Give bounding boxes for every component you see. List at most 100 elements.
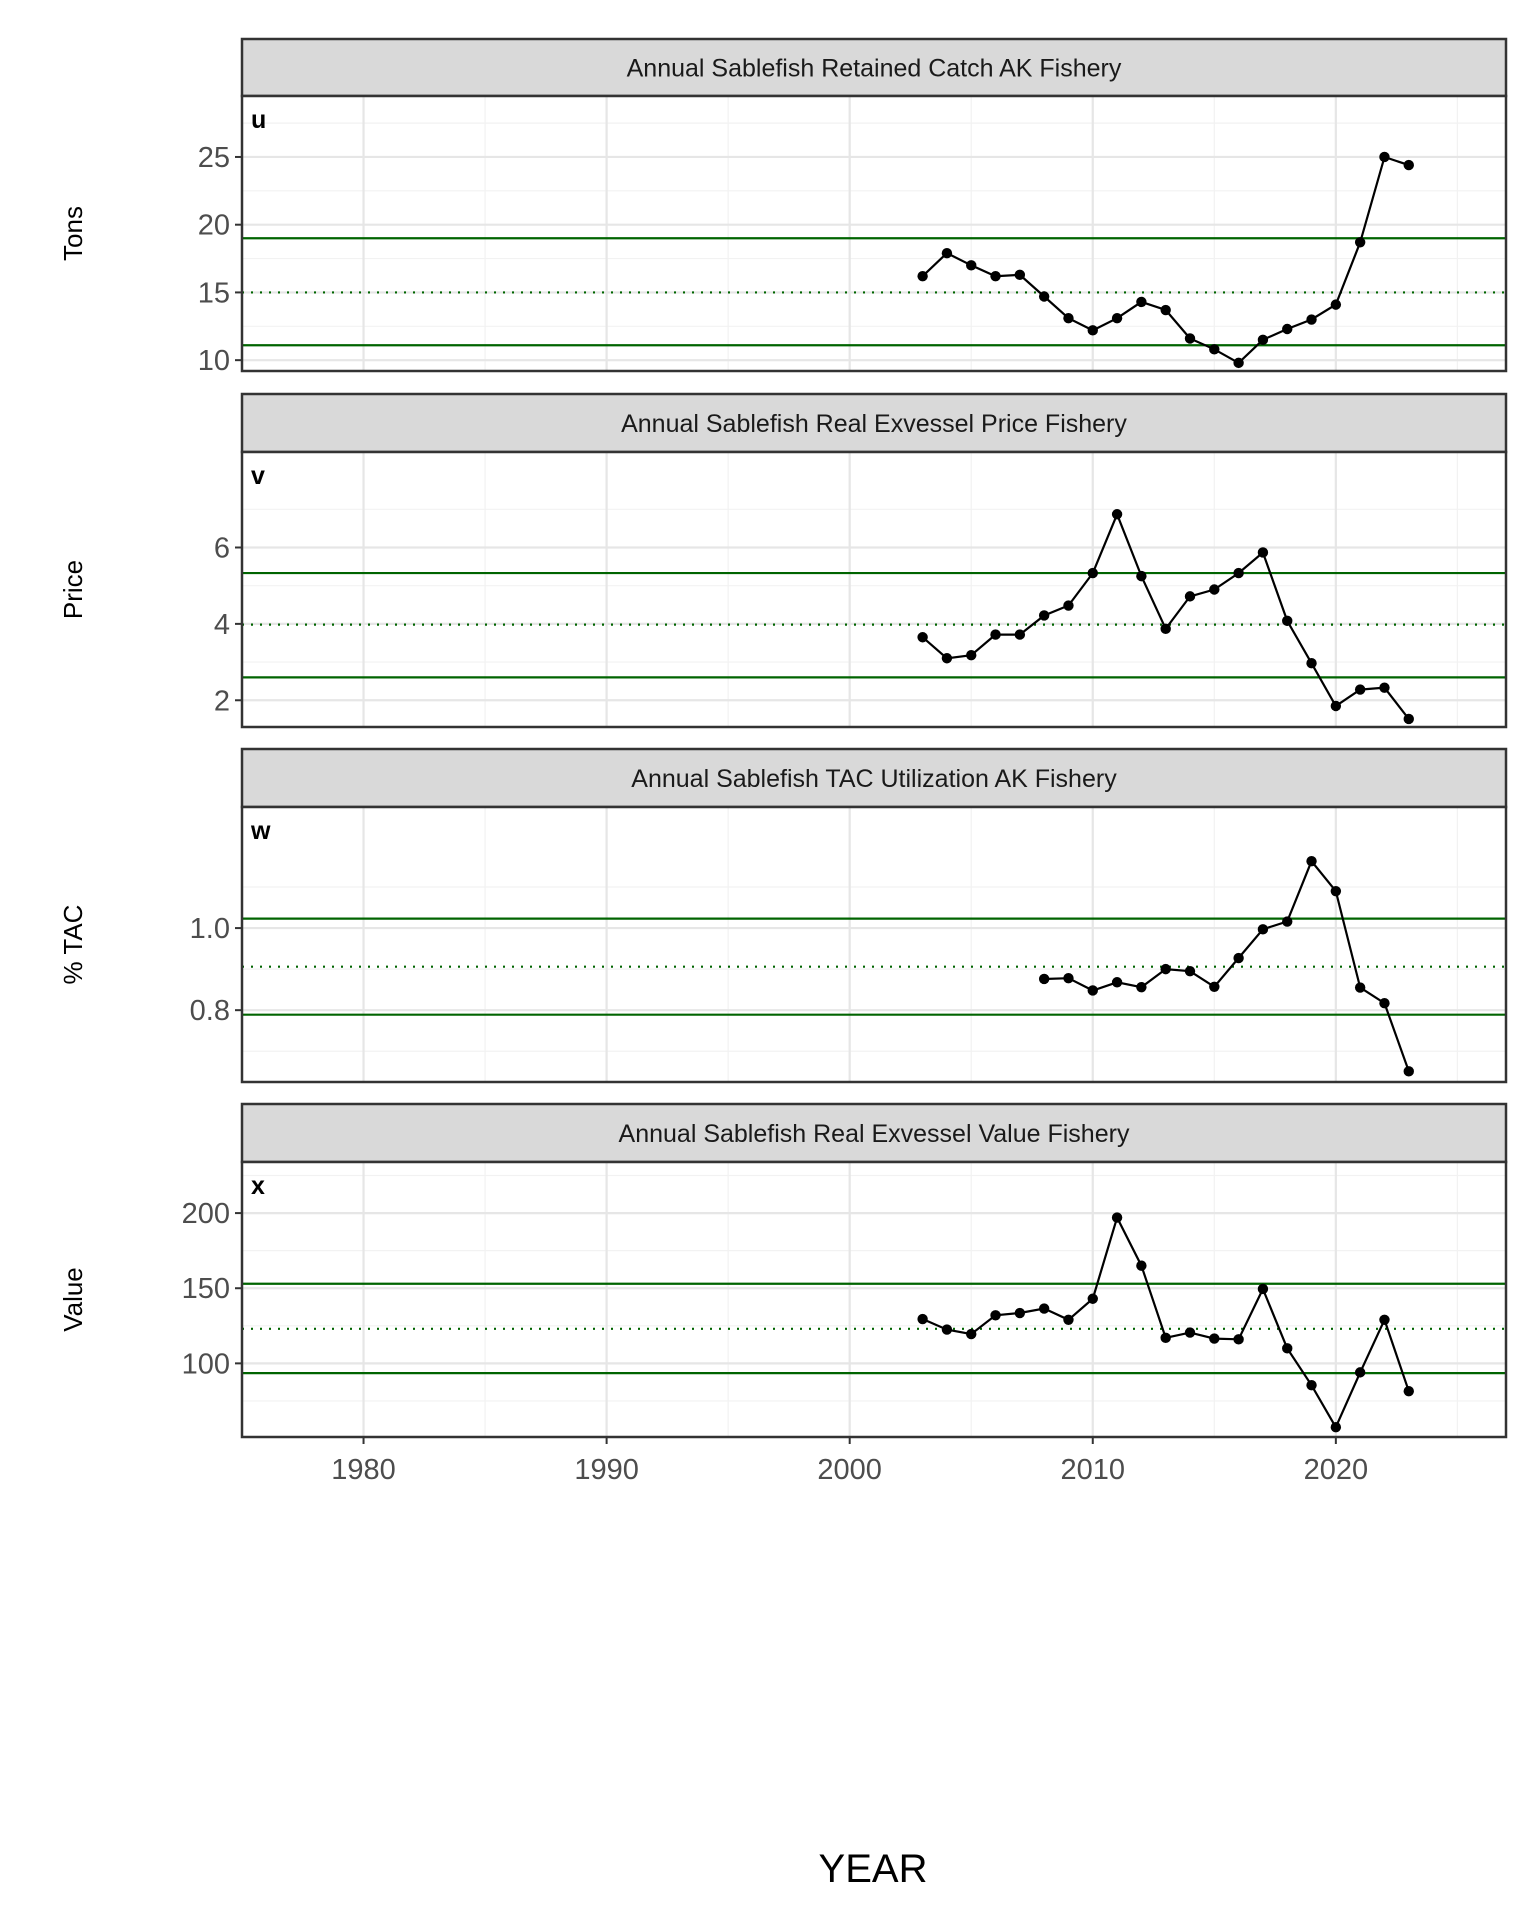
data-point [1379,997,1390,1009]
data-point [1233,357,1244,369]
data-point [1087,567,1098,579]
y-axis-label: % TAC [58,905,88,985]
data-point [1403,713,1414,725]
data-point [966,649,977,661]
data-point [1354,982,1366,993]
data-point [1330,885,1342,897]
panel-v: Annual Sablefish Real Exvessel Price Fis… [58,392,1508,729]
data-point [1111,509,1123,520]
data-point [1038,291,1050,302]
x-tick-label: 2000 [817,1454,882,1486]
data-point [1257,547,1269,558]
data-point [1136,981,1147,993]
data-point [1111,312,1123,324]
y-tick-label: 4 [214,609,230,641]
y-axis-label: Value [58,1267,88,1332]
data-point [1306,658,1317,669]
data-point [1038,1303,1050,1314]
panel-title: Annual Sablefish Real Exvessel Price Fis… [621,410,1127,438]
data-point [1257,924,1269,935]
panel-strip [240,392,1508,454]
data-point [1184,591,1196,602]
y-tick-label: 0.8 [190,995,230,1027]
data-point [1063,600,1074,611]
y-tick-label: 10 [198,345,230,377]
data-point [1063,972,1074,984]
data-point [917,1313,928,1325]
data-point [941,1324,953,1335]
panel-border [240,1160,1508,1439]
panel-title: Annual Sablefish Real Exvessel Value Fis… [619,1120,1130,1148]
y-tick-label: 200 [182,1198,230,1230]
data-point [990,629,1001,640]
data-point [1184,965,1196,977]
data-point [1087,325,1098,336]
data-point [1087,1293,1098,1304]
data-point [1306,314,1317,325]
data-point [1233,952,1244,964]
data-point [1379,1314,1390,1325]
data-point [1282,323,1293,335]
data-point [1136,570,1147,582]
y-axis-label: Tons [58,206,88,261]
x-tick-label: 1990 [574,1454,639,1486]
x-tick-label: 2020 [1304,1454,1369,1486]
panel-tag: v [251,462,265,490]
panel-strip [240,747,1508,809]
data-point [1330,299,1342,310]
y-tick-label: 1.0 [190,913,230,945]
panel-title: Annual Sablefish Retained Catch AK Fishe… [627,55,1122,83]
panel-border [240,94,1508,373]
panel-border [240,805,1508,1084]
data-point [990,1310,1001,1321]
panel-strip [240,1102,1508,1164]
data-point [1209,344,1220,355]
data-point [1160,963,1171,975]
panel-border [240,450,1508,729]
data-point [1354,684,1366,695]
data-point [917,632,928,643]
data-point [1160,1332,1171,1344]
plot-background [242,452,1506,727]
data-point [941,653,953,664]
data-point [966,1328,977,1340]
data-point [1330,700,1342,712]
y-tick-label: 150 [182,1273,230,1305]
data-point [1111,1212,1123,1223]
data-point [1209,584,1220,595]
data-point [1087,985,1098,996]
data-point [917,270,928,282]
x-tick-label: 1980 [331,1454,396,1486]
data-point [941,247,953,259]
y-tick-label: 15 [198,277,230,309]
data-point [1379,151,1390,163]
data-point [1160,623,1171,635]
data-point [1306,1379,1317,1391]
data-point [1233,567,1244,579]
data-point [1282,615,1293,627]
plot-background [242,1162,1506,1437]
data-point [1403,1066,1414,1077]
data-point [1136,296,1147,308]
panels-layer: Annual Sablefish Retained Catch AK Fishe… [58,37,1508,1439]
y-tick-label: 2 [214,685,230,717]
x-axis: 1980 1990 2000 2010 2020 [331,1437,1368,1486]
data-point [1209,1333,1220,1344]
data-point [990,270,1001,282]
data-point [1282,1343,1293,1354]
data-point [1063,1314,1074,1325]
y-tick-label: 6 [214,532,230,564]
panel-tag: w [250,817,271,845]
data-point [1403,159,1414,171]
data-point [1014,269,1026,281]
panel-strip [240,37,1508,98]
data-point [1014,629,1026,640]
y-tick-label: 20 [198,210,230,242]
y-axis-label: Price [58,560,88,619]
data-point [1233,1334,1244,1345]
y-tick-label: 25 [198,142,230,174]
data-point [1354,237,1366,248]
data-point [1184,333,1196,344]
data-point [1282,916,1293,927]
plot-background [242,96,1506,371]
